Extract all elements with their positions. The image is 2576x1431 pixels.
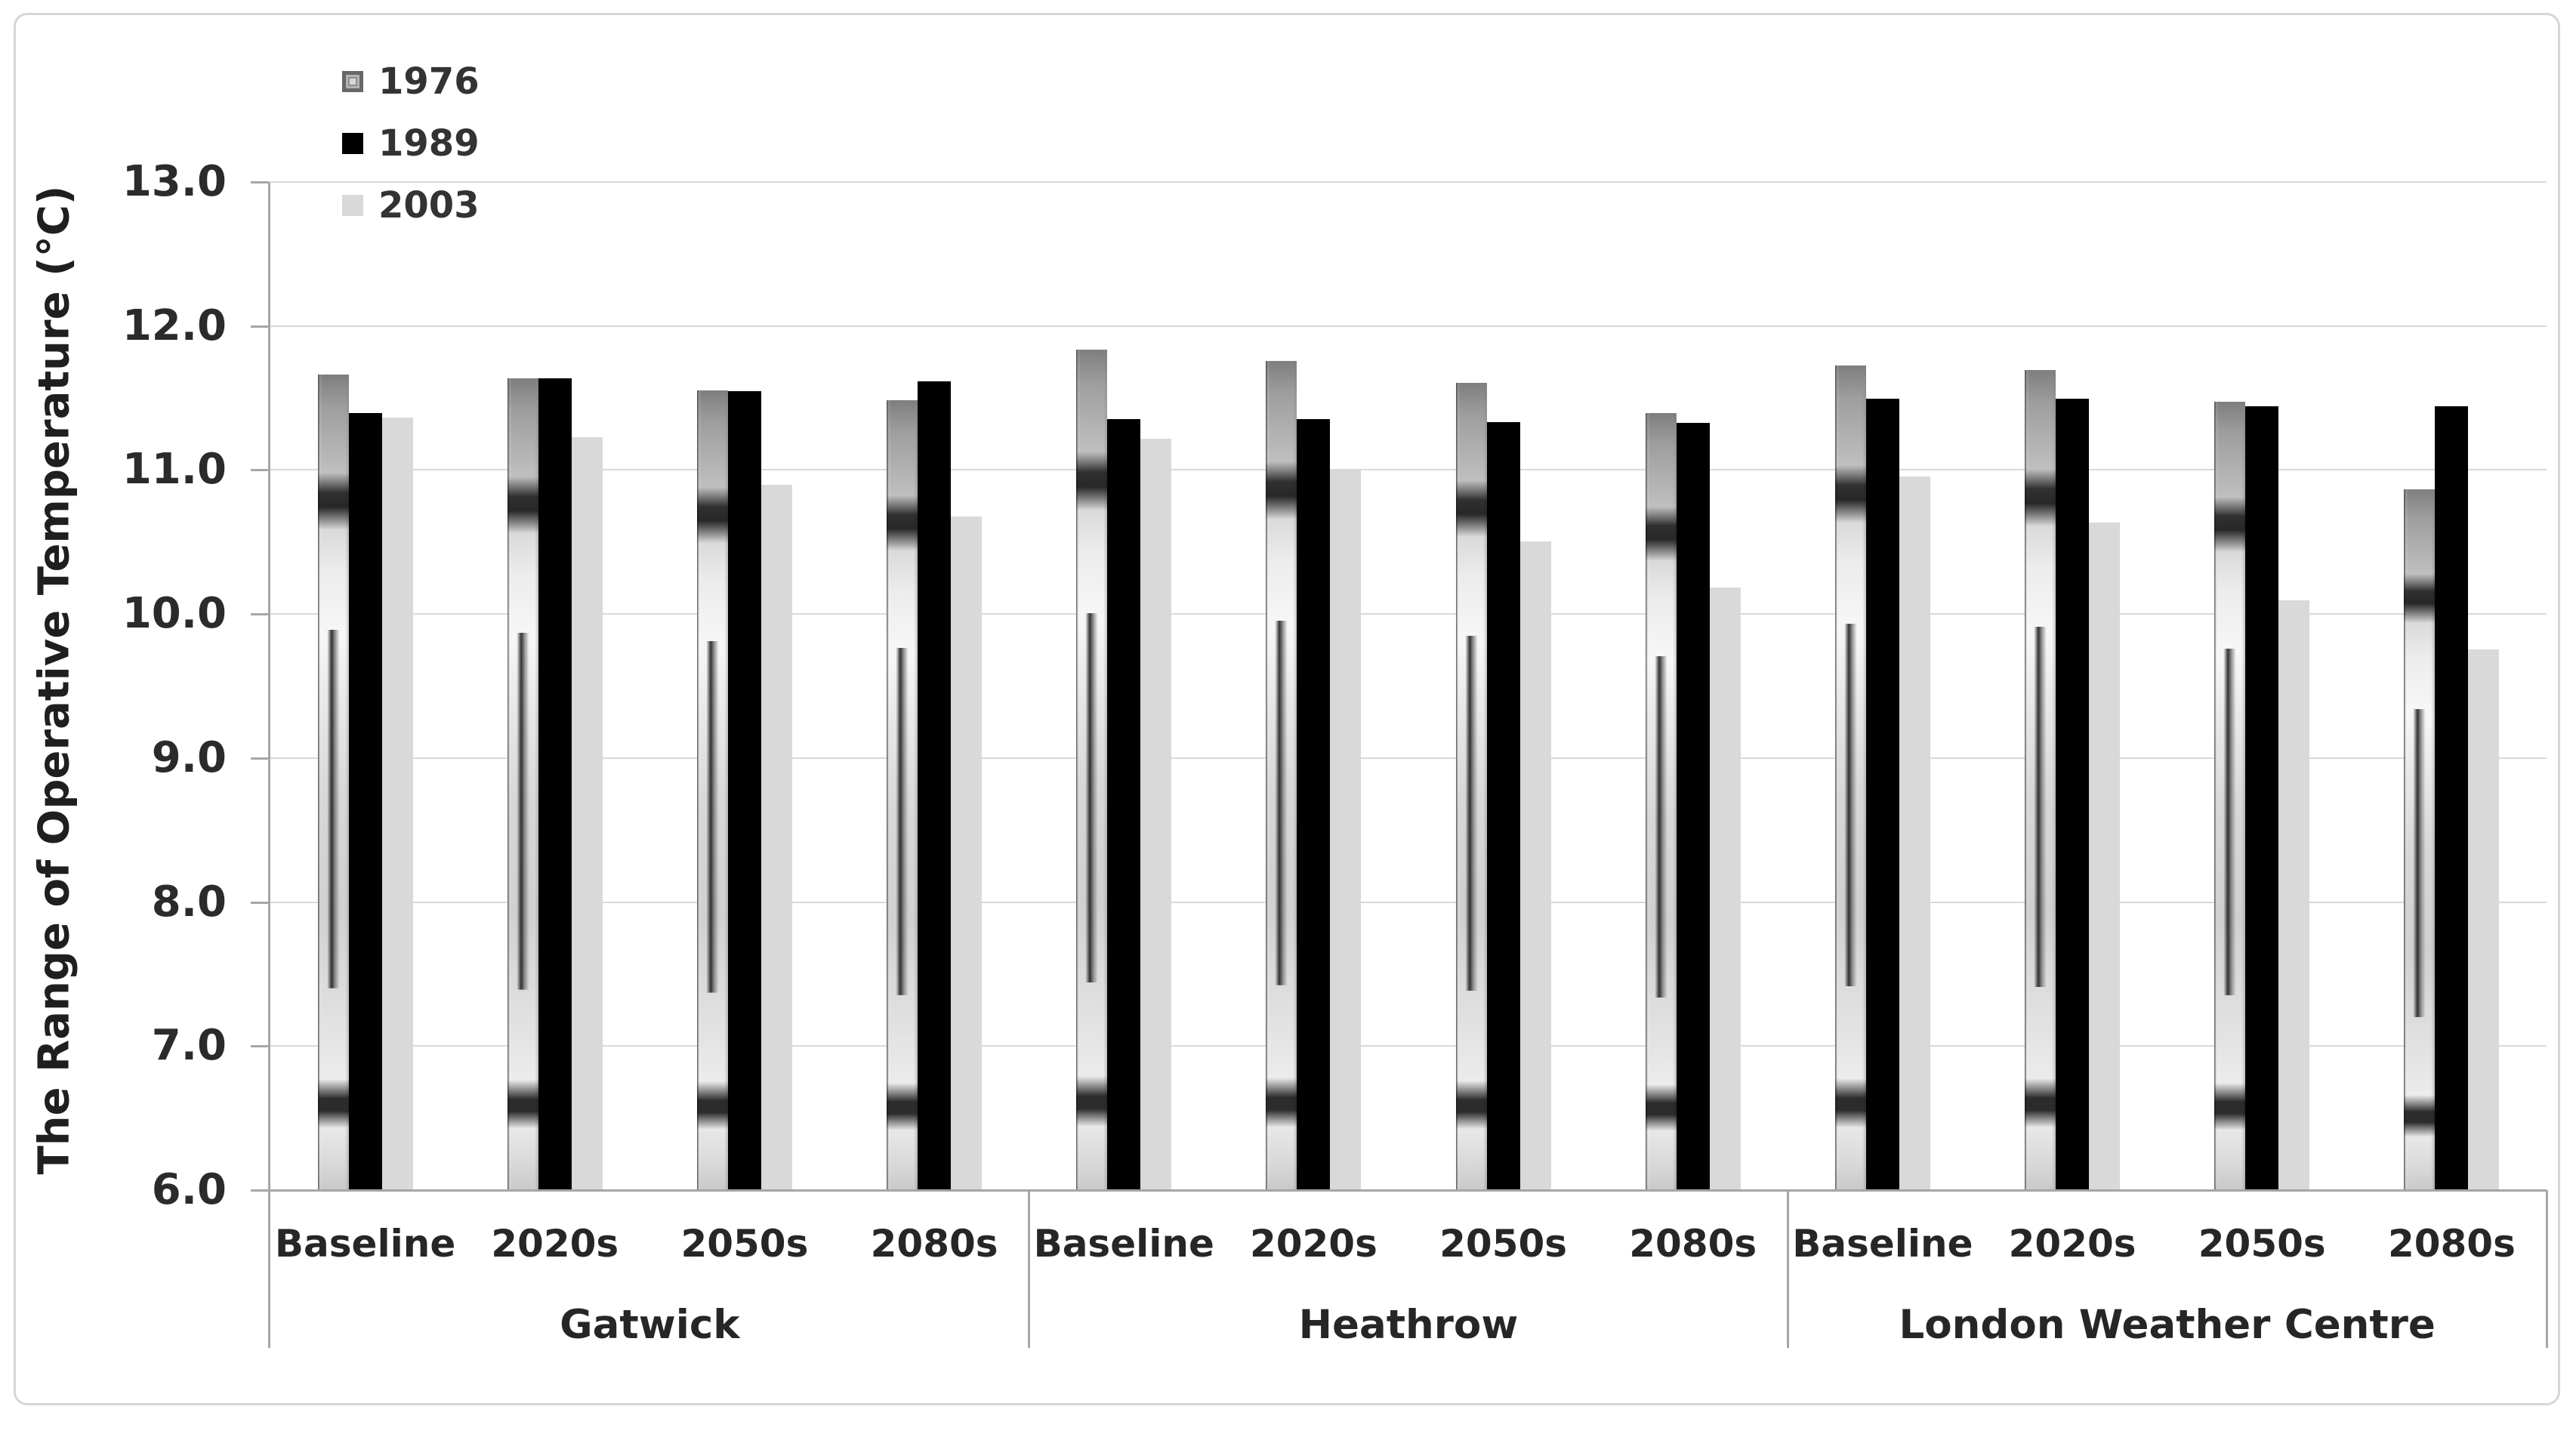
x-label-period: 2020s [1249, 1222, 1377, 1266]
x-label-period: 2050s [2198, 1222, 2326, 1266]
x-label-period: 2080s [1629, 1222, 1757, 1266]
bar-2003 [951, 517, 983, 1189]
bar-1989 [918, 381, 952, 1189]
x-label-period: Baseline [1033, 1222, 1214, 1266]
bar-2003 [2278, 600, 2310, 1189]
x-label-location: Heathrow [1298, 1302, 1519, 1348]
legend-item-1989: 1989 [342, 122, 480, 165]
bar-1989 [1297, 418, 1331, 1189]
x-label-period: Baseline [1792, 1222, 1973, 1266]
gridline-12.0 [270, 325, 2547, 327]
gridline-9.0 [270, 757, 2547, 759]
y-tick-label: 12.0 [122, 301, 227, 350]
legend-item-2003: 2003 [342, 184, 480, 227]
chart-outer-border [14, 13, 2560, 1405]
legend-item-1976: 1976 [342, 60, 480, 103]
gridline-10.0 [270, 613, 2547, 615]
bar-1976 [696, 390, 728, 1189]
y-tick-label: 11.0 [122, 445, 227, 495]
legend-label-1976: 1976 [378, 60, 480, 103]
legend-label-1989: 1989 [378, 122, 480, 165]
y-tick-label: 8.0 [151, 877, 227, 927]
bar-2003 [2089, 523, 2121, 1189]
bar-1989 [727, 391, 761, 1189]
gridline-7.0 [270, 1045, 2547, 1047]
bar-1976 [1645, 413, 1677, 1189]
bar-2003 [571, 437, 603, 1189]
bar-2003 [2468, 649, 2500, 1189]
bar-1989 [1865, 398, 1899, 1189]
legend-swatch-1976-icon [342, 71, 363, 92]
x-label-period: 2080s [2387, 1222, 2516, 1266]
category-separator [2545, 1190, 2548, 1348]
bar-1976 [1834, 365, 1866, 1189]
y-tick-12.0 [251, 325, 269, 328]
gridline-8.0 [270, 901, 2547, 903]
bar-1989 [2056, 398, 2090, 1189]
bar-1976 [1266, 361, 1297, 1189]
y-tick-7.0 [251, 1045, 269, 1048]
y-tick-label: 7.0 [151, 1021, 227, 1071]
y-tick-label: 9.0 [151, 732, 227, 782]
category-separator [1028, 1190, 1031, 1348]
bar-1976 [507, 378, 538, 1189]
y-tick-6.0 [251, 1189, 269, 1192]
bar-1976 [317, 374, 349, 1189]
y-tick-label: 10.0 [122, 589, 227, 639]
y-tick-9.0 [251, 757, 269, 760]
bar-2003 [1709, 587, 1741, 1189]
y-axis-line [268, 182, 270, 1348]
x-axis-line [270, 1189, 2547, 1192]
bar-2003 [1899, 476, 1930, 1189]
bar-2003 [760, 485, 792, 1189]
x-label-period: 2050s [1439, 1222, 1568, 1266]
category-separator [268, 1190, 270, 1348]
x-label-period: 2080s [870, 1222, 998, 1266]
x-label-location: London Weather Centre [1899, 1302, 2436, 1348]
bar-1989 [2435, 406, 2469, 1189]
gridline-11.0 [270, 469, 2547, 471]
y-tick-11.0 [251, 469, 269, 472]
bar-1976 [2214, 401, 2246, 1189]
bar-1976 [2025, 369, 2056, 1189]
bar-1976 [2404, 489, 2436, 1189]
legend-swatch-1989-icon [342, 133, 363, 154]
x-label-location: Gatwick [560, 1302, 740, 1348]
bar-2003 [1140, 439, 1172, 1189]
bar-1989 [1107, 418, 1141, 1189]
bar-1989 [1486, 421, 1520, 1189]
bar-1976 [1455, 383, 1487, 1189]
bar-2003 [381, 417, 413, 1189]
bar-1976 [1076, 350, 1108, 1189]
bar-1989 [538, 378, 572, 1189]
x-label-period: 2050s [680, 1222, 809, 1266]
bar-1976 [887, 399, 918, 1189]
bar-2003 [1330, 469, 1362, 1189]
y-tick-label: 13.0 [122, 157, 227, 206]
legend-label-2003: 2003 [378, 184, 480, 227]
bar-1989 [348, 413, 382, 1189]
plot-area: 13.0 12.0 11.0 10.0 9.0 8.0 7.0 6.0 Baseline 2020… [122, 157, 2548, 1348]
x-label-period: 2020s [2008, 1222, 2136, 1266]
gridline-13.0 [270, 181, 2547, 183]
x-label-period: Baseline [274, 1222, 456, 1266]
x-label-period: 2020s [491, 1222, 619, 1266]
bar-1989 [1676, 423, 1710, 1189]
legend: 1976 1989 2003 [342, 60, 480, 257]
y-tick-13.0 [251, 181, 269, 184]
category-separator [1786, 1190, 1789, 1348]
bar-2003 [1519, 541, 1551, 1189]
bar-1989 [2245, 406, 2279, 1189]
y-tick-8.0 [251, 901, 269, 904]
legend-swatch-2003-icon [342, 195, 363, 216]
y-axis-title: The Range of Operative Temperature (°C) [29, 185, 79, 1175]
y-tick-label: 6.0 [151, 1165, 227, 1214]
y-tick-10.0 [251, 613, 269, 616]
